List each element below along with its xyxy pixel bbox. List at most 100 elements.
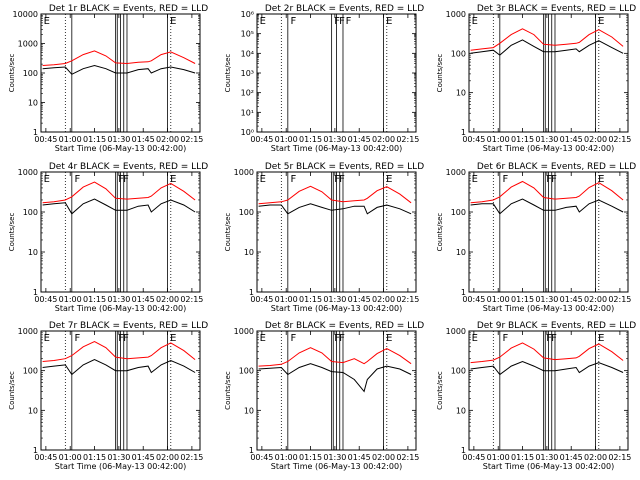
series-lld-line <box>470 342 624 364</box>
y-tick-label: 10³ <box>241 69 254 78</box>
x-tick-label: 01:45 <box>132 453 155 462</box>
x-tick-label: 01:45 <box>560 295 583 304</box>
panel-title: Det 8r BLACK = Events, RED = LLD <box>265 321 424 331</box>
x-tick-label: 01:00 <box>275 295 298 304</box>
x-axis-label: Start Time (06-May-13 00:42:00) <box>55 304 186 313</box>
panel-title: Det 4r BLACK = Events, RED = LLD <box>49 162 208 172</box>
flag-letter: F <box>334 333 340 344</box>
flag-letter: E <box>170 16 176 27</box>
flag-letter: E <box>598 16 604 27</box>
plot-frame <box>256 330 417 451</box>
y-tick-label: 1 <box>33 446 38 455</box>
flag-letter: E <box>260 333 266 344</box>
flag-letter: E <box>170 174 176 185</box>
flag-letter: E <box>472 16 478 27</box>
series-events-line <box>470 198 624 215</box>
y-tick-label: 1 <box>461 288 466 297</box>
x-tick-label: 02:00 <box>372 135 395 144</box>
y-tick-label: 1 <box>33 128 38 137</box>
series-lld-line <box>470 180 624 204</box>
flag-letter: F <box>339 333 345 344</box>
y-tick-label: 10⁰ <box>241 128 254 137</box>
plot-frame <box>468 330 629 451</box>
panel-title: Det 2r BLACK = Events, RED = LLD <box>265 4 424 14</box>
x-tick-label: 02:00 <box>372 295 395 304</box>
flag-letter: E <box>598 174 604 185</box>
y-tick-label: 1000 <box>234 168 254 177</box>
flag-letter: F <box>551 333 557 344</box>
x-tick-label: 02:00 <box>156 453 179 462</box>
x-tick-label: 01:00 <box>275 135 298 144</box>
series-lld-line <box>258 185 412 205</box>
x-tick-label: 01:15 <box>83 453 106 462</box>
flag-letter: F <box>118 174 124 185</box>
flag-letter: F <box>546 333 552 344</box>
flag-letter: F <box>339 174 345 185</box>
plot-frame <box>468 171 629 293</box>
series-events-line <box>470 360 624 376</box>
y-tick-label: 1 <box>33 288 38 297</box>
x-tick-label: 01:15 <box>511 295 534 304</box>
series-events-line <box>258 203 412 215</box>
flag-letter: F <box>290 333 296 344</box>
series-events-line <box>42 198 196 215</box>
x-tick-label: 01:15 <box>511 135 534 144</box>
y-tick-label: 10 <box>456 406 466 415</box>
y-tick-label: 1000 <box>234 327 254 336</box>
x-axis-label: Start Time (06-May-13 00:42:00) <box>271 144 402 153</box>
x-tick-label: 02:00 <box>372 453 395 462</box>
y-tick-label: 100 <box>23 367 38 376</box>
y-tick-label: 100 <box>239 367 254 376</box>
x-tick-label: 01:15 <box>83 295 106 304</box>
x-tick-label: 01:00 <box>487 135 510 144</box>
x-tick-label: 02:15 <box>180 453 203 462</box>
x-tick-label: 01:15 <box>511 453 534 462</box>
y-tick-label: 100 <box>451 208 466 217</box>
flag-letter: F <box>502 174 508 185</box>
x-tick-label: 02:15 <box>180 295 203 304</box>
x-tick-label: 01:15 <box>299 135 322 144</box>
series-events-line <box>42 359 196 376</box>
x-tick-label: 02:15 <box>396 295 419 304</box>
series-events-line <box>258 363 412 393</box>
x-tick-label: 00:45 <box>250 135 273 144</box>
x-axis-label: Start Time (06-May-13 00:42:00) <box>55 462 186 471</box>
series-lld-line <box>42 341 196 362</box>
x-tick-label: 01:30 <box>107 135 130 144</box>
flag-letter: F <box>123 333 129 344</box>
panel-det-3: Det 3r BLACK = Events, RED = LLD E E 1 10 100… <box>436 4 636 153</box>
x-tick-label: 02:00 <box>584 453 607 462</box>
x-tick-label: 01:30 <box>107 295 130 304</box>
x-tick-label: 01:00 <box>59 453 82 462</box>
series-lld-line <box>258 347 412 367</box>
flag-letter: E <box>472 333 478 344</box>
y-tick-label: 10 <box>456 89 466 98</box>
panel-title: Det 5r BLACK = Events, RED = LLD <box>265 162 424 172</box>
y-tick-label: 10 <box>456 248 466 257</box>
y-tick-label: 100 <box>23 69 38 78</box>
y-tick-label: 10⁵ <box>241 30 254 39</box>
y-tick-label: 1 <box>249 288 254 297</box>
x-tick-label: 01:15 <box>83 135 106 144</box>
x-axis-label: Start Time (06-May-13 00:42:00) <box>55 144 186 153</box>
flag-letter: E <box>472 174 478 185</box>
x-tick-label: 02:15 <box>608 295 631 304</box>
flag-letter: E <box>386 16 392 27</box>
flag-letter: E <box>44 174 50 185</box>
y-tick-label: 10 <box>244 406 254 415</box>
y-tick-label: 10² <box>241 89 254 98</box>
y-tick-label: 1000 <box>446 168 466 177</box>
panel-title: Det 9r BLACK = Events, RED = LLD <box>477 321 636 331</box>
x-tick-label: 00:45 <box>250 453 273 462</box>
y-tick-label: 100 <box>451 367 466 376</box>
x-tick-label: 01:00 <box>59 295 82 304</box>
flag-letter: F <box>74 333 80 344</box>
y-tick-label: 1000 <box>446 10 466 19</box>
x-tick-label: 02:15 <box>180 135 203 144</box>
flag-letter: E <box>386 174 392 185</box>
y-tick-label: 10⁶ <box>241 10 254 19</box>
x-axis-label: Start Time (06-May-13 00:42:00) <box>483 462 614 471</box>
plot-frame <box>40 330 201 451</box>
x-tick-label: 00:45 <box>462 135 485 144</box>
